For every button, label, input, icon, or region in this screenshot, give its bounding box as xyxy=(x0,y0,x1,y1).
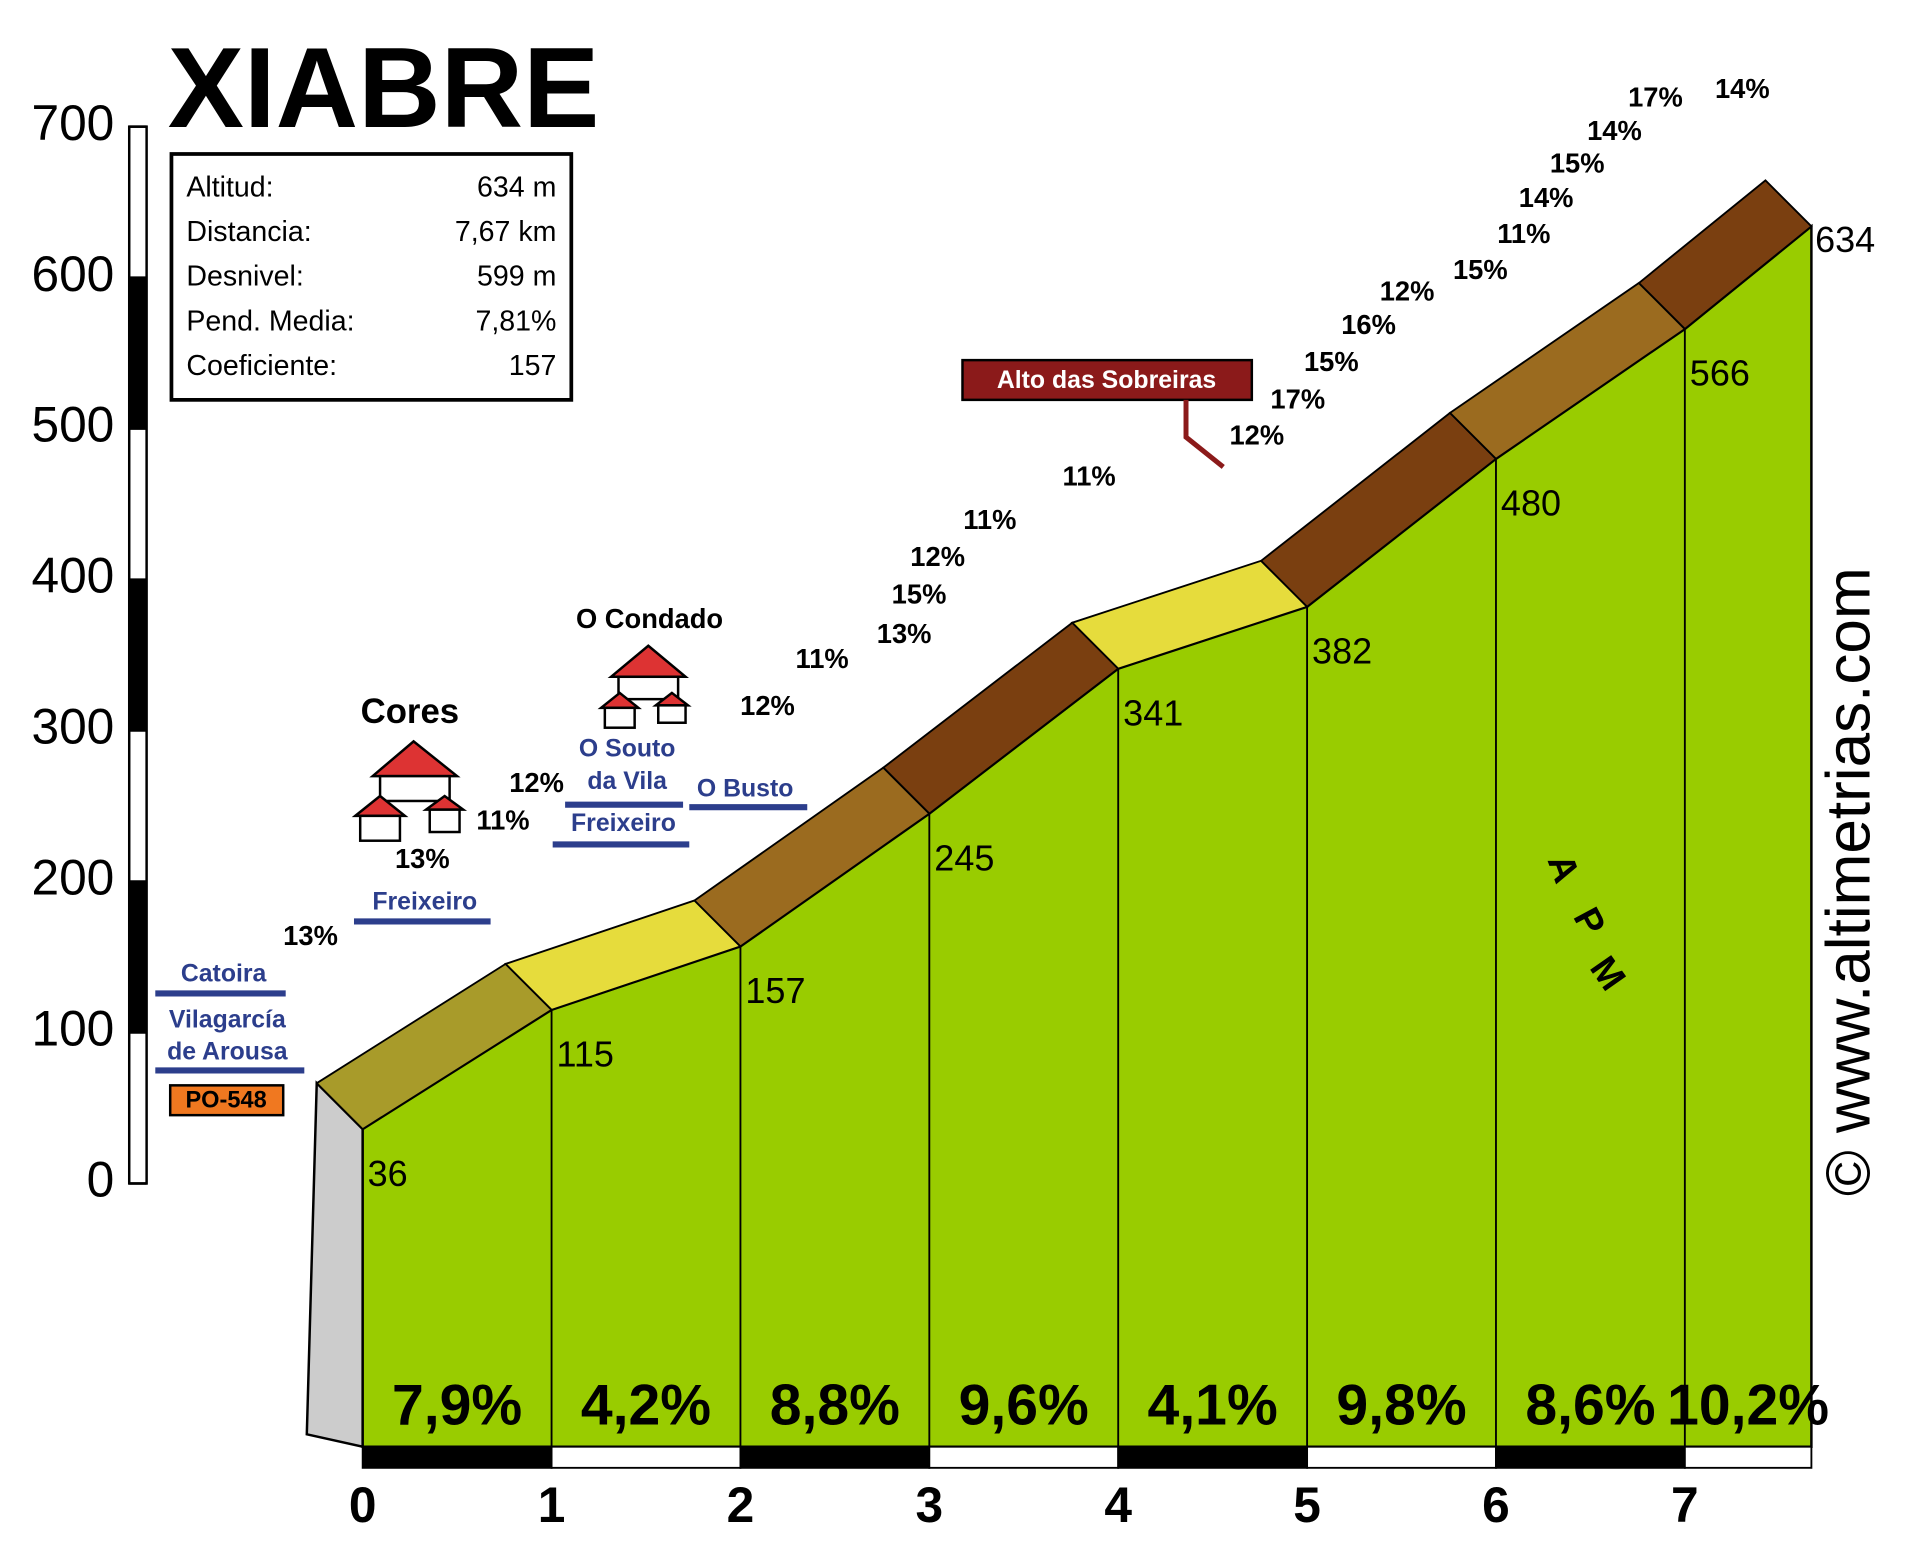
info-label: Desnivel: xyxy=(186,261,303,293)
altitude-label: 157 xyxy=(745,970,805,1011)
altitude-label: 341 xyxy=(1123,692,1183,733)
x-tick-label: 0 xyxy=(349,1477,377,1533)
gradient-label: 9,6% xyxy=(959,1374,1089,1438)
x-tick-label: 4 xyxy=(1104,1477,1132,1533)
y-tick-label: 100 xyxy=(31,1001,114,1057)
place-label: Cores xyxy=(361,693,460,731)
slope-note: 11% xyxy=(796,643,849,674)
slope-note: 13% xyxy=(283,920,338,951)
info-value: 7,81% xyxy=(475,305,556,337)
info-value: 7,67 km xyxy=(455,216,557,248)
gradient-label: 10,2% xyxy=(1667,1374,1829,1438)
x-tick-label: 1 xyxy=(538,1477,566,1533)
road-label: de Arousa xyxy=(167,1039,288,1066)
x-tick-label: 3 xyxy=(916,1477,944,1533)
km-bar xyxy=(1495,1445,1686,1469)
summit-label: Alto das Sobreiras xyxy=(997,367,1216,394)
road-label: O Souto xyxy=(579,736,676,763)
info-label: Distancia: xyxy=(186,216,311,248)
slope-note: 12% xyxy=(1229,419,1284,450)
km-bar xyxy=(1306,1445,1497,1469)
road-code-box xyxy=(168,1084,285,1117)
altitude-label: 566 xyxy=(1690,353,1750,394)
ruler-band xyxy=(129,579,147,731)
profile-side xyxy=(305,1080,364,1449)
slope-note: 11% xyxy=(963,504,1016,535)
x-tick-label: 6 xyxy=(1482,1477,1510,1533)
y-tick-label: 400 xyxy=(31,548,114,604)
road-band xyxy=(1637,179,1813,331)
info-value: 157 xyxy=(509,350,557,382)
slope-note: 15% xyxy=(1453,254,1508,285)
road-label: O Busto xyxy=(697,775,794,802)
km-bar xyxy=(928,1445,1120,1469)
slope-note: 14% xyxy=(1715,73,1770,104)
altitude-label: 115 xyxy=(557,1034,614,1075)
chart-title: XIABRE xyxy=(168,25,600,152)
slope-note: 13% xyxy=(395,843,450,874)
gradient-label: 7,9% xyxy=(392,1374,522,1438)
ruler-band xyxy=(129,881,147,1033)
slope-note: 17% xyxy=(1270,383,1325,414)
house-icons xyxy=(351,644,692,842)
x-tick-label: 5 xyxy=(1293,1477,1321,1533)
info-box xyxy=(169,152,574,402)
y-tick-label: 200 xyxy=(31,850,114,906)
y-tick-label: 500 xyxy=(31,397,114,453)
summit-box xyxy=(961,358,1254,402)
road-label: Vilagarcía xyxy=(169,1006,286,1033)
slope-note: 15% xyxy=(1550,147,1605,178)
gradient-label: 4,2% xyxy=(581,1374,711,1438)
slope-note: 12% xyxy=(509,767,564,798)
y-tick-label: 300 xyxy=(31,699,114,755)
km-bar xyxy=(1683,1445,1813,1469)
road-code: PO-548 xyxy=(185,1087,266,1113)
y-tick-label: 700 xyxy=(31,95,114,151)
slope-note: 12% xyxy=(1380,275,1435,306)
road-label: Freixeiro xyxy=(372,888,477,915)
slope-note: 11% xyxy=(476,804,529,835)
slope-note: 12% xyxy=(740,690,795,721)
altitude-label: 382 xyxy=(1312,630,1372,671)
watermark: © www.altimetrias.com xyxy=(1814,567,1883,1196)
summit-pointer xyxy=(1183,399,1225,469)
slope-note: 15% xyxy=(1304,346,1359,377)
info-label: Altitud: xyxy=(186,171,273,203)
x-tick-label: 2 xyxy=(727,1477,755,1533)
altitude-label: 245 xyxy=(934,837,994,878)
km-bar xyxy=(361,1445,553,1469)
altitude-label: 36 xyxy=(368,1153,408,1194)
road-label: Catoira xyxy=(181,960,267,987)
slope-note: 12% xyxy=(910,541,965,572)
ruler-band xyxy=(129,277,147,429)
x-tick-label: 7 xyxy=(1671,1477,1699,1533)
km-bar xyxy=(1117,1445,1309,1469)
slope-note: 13% xyxy=(877,618,932,649)
slope-note: 16% xyxy=(1341,309,1396,340)
slope-note: 15% xyxy=(892,578,947,609)
place-label: O Condado xyxy=(576,603,723,634)
slope-note: 11% xyxy=(1063,460,1116,491)
km-bar xyxy=(739,1445,931,1469)
gradient-label: 8,6% xyxy=(1525,1374,1655,1438)
y-tick-label: 0 xyxy=(87,1152,115,1208)
km-bar xyxy=(550,1445,742,1469)
info-value: 634 m xyxy=(477,171,556,203)
slope-note: 11% xyxy=(1497,218,1550,249)
altitude-label: 634 xyxy=(1815,219,1875,260)
road-label: da Vila xyxy=(587,768,667,795)
info-label: Pend. Media: xyxy=(186,305,354,337)
slope-note: 17% xyxy=(1628,82,1683,113)
info-label: Coeficiente: xyxy=(186,350,337,382)
gradient-label: 8,8% xyxy=(770,1374,900,1438)
gradient-label: 4,1% xyxy=(1148,1374,1278,1438)
road-label: Freixeiro xyxy=(571,810,676,837)
y-tick-label: 600 xyxy=(31,246,114,302)
info-value: 599 m xyxy=(477,261,556,293)
slope-note: 14% xyxy=(1587,115,1642,146)
gradient-label: 9,8% xyxy=(1336,1374,1466,1438)
slope-note: 14% xyxy=(1519,182,1574,213)
altitude-label: 480 xyxy=(1501,483,1561,524)
